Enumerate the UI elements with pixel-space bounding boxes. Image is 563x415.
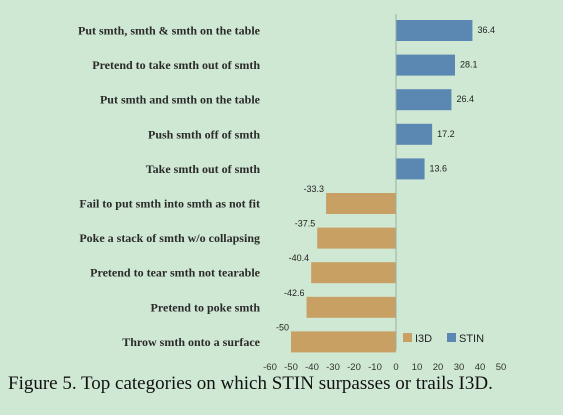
value-label-6: -33.3 — [304, 184, 325, 194]
x-tick-label: -40 — [305, 362, 319, 373]
x-tick-label: 20 — [433, 362, 444, 373]
category-label-5: Take smth out of smth — [146, 162, 261, 176]
bar-7 — [317, 227, 396, 249]
value-label-9: -42.6 — [284, 288, 305, 298]
x-tick-label: 50 — [496, 362, 507, 373]
category-label-2: Pretend to take smth out of smth — [92, 58, 260, 72]
x-tick-label: -20 — [347, 362, 361, 373]
x-tick-label: 40 — [475, 362, 486, 373]
bar-5 — [396, 158, 425, 180]
category-label-9: Pretend to poke smth — [151, 300, 261, 314]
value-label-8: -40.4 — [289, 253, 310, 263]
category-label-1: Put smth, smth & smth on the table — [78, 24, 261, 38]
bar-9 — [306, 296, 396, 318]
value-label-1: 36.4 — [477, 25, 495, 35]
x-tick-label: 10 — [412, 362, 423, 373]
bar-2 — [396, 54, 456, 76]
legend-label-i3d: I3D — [415, 333, 432, 345]
x-tick-label: -60 — [263, 362, 277, 373]
value-label-10: -50 — [276, 322, 289, 332]
category-label-3: Put smth and smth on the table — [100, 93, 261, 107]
legend-label-stin: STIN — [459, 333, 484, 345]
bar-3 — [396, 89, 452, 111]
category-labels: Put smth, smth & smth on the table Preten… — [78, 24, 261, 349]
x-tick-label: 0 — [393, 362, 398, 373]
x-tick-label: -50 — [284, 362, 298, 373]
legend: I3D STIN — [403, 333, 484, 345]
legend-swatch-stin — [447, 333, 456, 342]
bar-6 — [326, 193, 396, 214]
value-label-5: 13.6 — [430, 163, 448, 173]
figure-caption: Figure 5. Top categories on which STIN s… — [8, 373, 493, 394]
value-label-3: 26.4 — [456, 94, 474, 104]
category-label-4: Push smth off of smth — [148, 127, 260, 141]
category-label-8: Pretend to tear smth not tearable — [90, 266, 261, 280]
bars — [291, 20, 473, 353]
x-axis: -60 -50 -40 -30 -20 -10 0 10 20 30 40 50 — [263, 14, 506, 373]
value-label-7: -37.5 — [295, 219, 316, 229]
x-tick-label: 30 — [454, 362, 465, 373]
value-label-2: 28.1 — [460, 60, 478, 70]
bar-1 — [396, 20, 473, 41]
value-label-4: 17.2 — [437, 129, 455, 139]
x-tick-label: -30 — [326, 362, 340, 373]
category-label-7: Poke a stack of smth w/o collapsing — [79, 231, 260, 245]
category-label-10: Throw smth onto a surface — [122, 335, 260, 349]
x-tick-label: -10 — [368, 362, 382, 373]
value-labels: 36.4 28.1 26.4 17.2 13.6 -33.3 -37.5 -40.4 -42.6… — [276, 25, 495, 332]
bar-4 — [396, 123, 433, 145]
bar-8 — [311, 262, 396, 284]
legend-swatch-i3d — [403, 333, 412, 342]
bar-10 — [291, 331, 396, 353]
category-label-6: Fail to put smth into smth as not fit — [79, 197, 260, 211]
